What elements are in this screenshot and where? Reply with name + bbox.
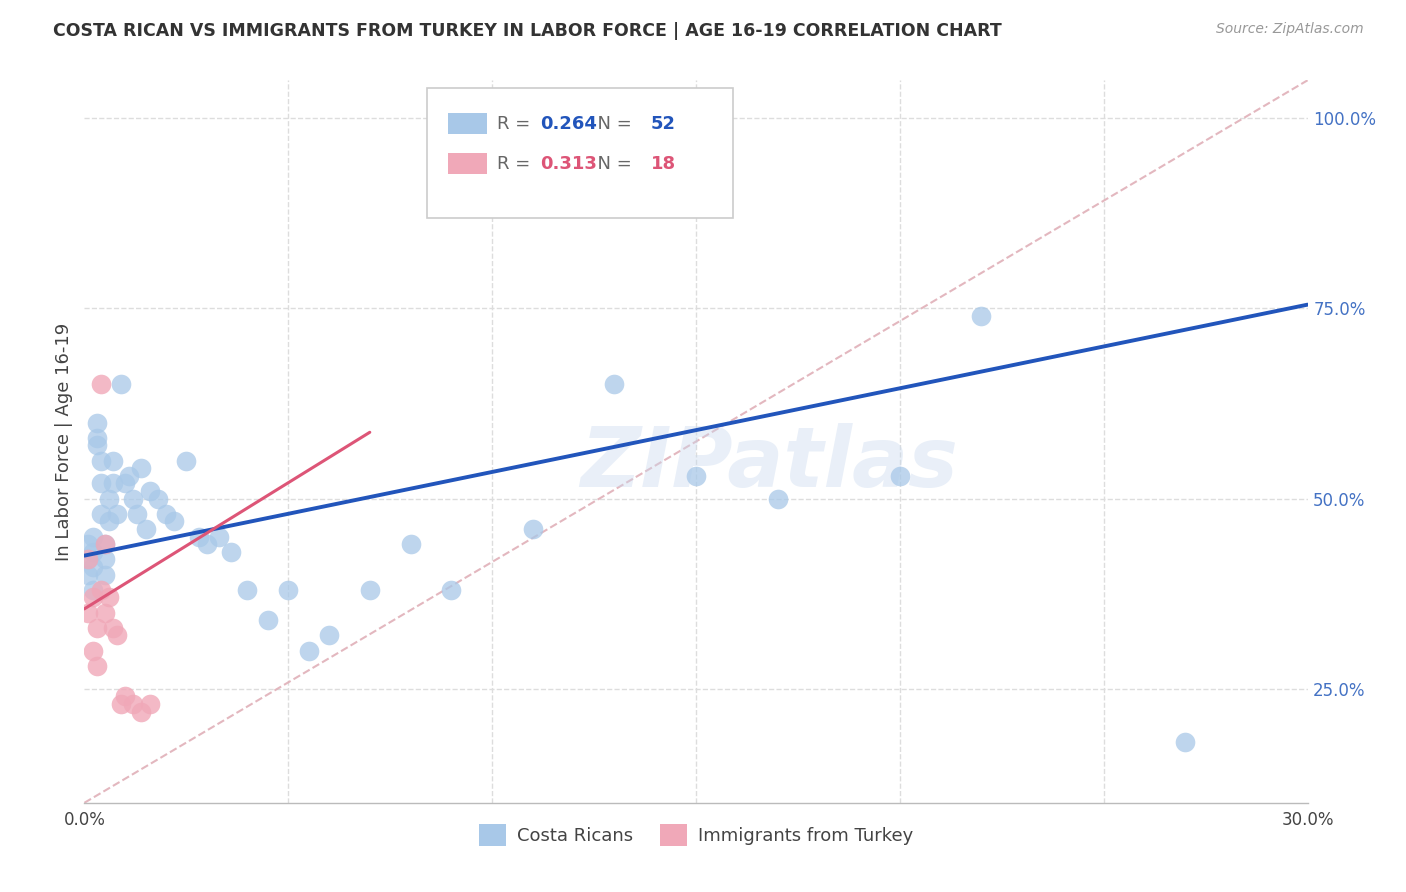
Point bbox=[90, 476, 112, 491]
Point bbox=[131, 705, 153, 719]
Point bbox=[298, 643, 321, 657]
Point bbox=[90, 453, 112, 467]
Point bbox=[110, 697, 132, 711]
Point bbox=[118, 468, 141, 483]
FancyBboxPatch shape bbox=[427, 87, 733, 218]
Point bbox=[86, 659, 108, 673]
Point bbox=[127, 507, 149, 521]
Point bbox=[90, 582, 112, 597]
Point bbox=[86, 431, 108, 445]
Point bbox=[77, 606, 100, 620]
Point bbox=[236, 582, 259, 597]
Point bbox=[93, 537, 115, 551]
Point bbox=[82, 530, 104, 544]
Point bbox=[101, 453, 124, 467]
Point bbox=[155, 507, 177, 521]
Y-axis label: In Labor Force | Age 16-19: In Labor Force | Age 16-19 bbox=[55, 322, 73, 561]
Text: Source: ZipAtlas.com: Source: ZipAtlas.com bbox=[1216, 22, 1364, 37]
Point bbox=[101, 621, 124, 635]
FancyBboxPatch shape bbox=[447, 153, 486, 174]
Point bbox=[93, 567, 115, 582]
Point bbox=[440, 582, 463, 597]
Text: 18: 18 bbox=[651, 155, 676, 173]
Point bbox=[114, 476, 136, 491]
Point bbox=[86, 621, 108, 635]
Point bbox=[77, 567, 100, 582]
Point bbox=[105, 628, 128, 642]
Point bbox=[277, 582, 299, 597]
Point bbox=[359, 582, 381, 597]
Point bbox=[889, 468, 911, 483]
Point bbox=[82, 545, 104, 559]
Point bbox=[90, 507, 112, 521]
Point bbox=[77, 552, 100, 566]
Point bbox=[114, 690, 136, 704]
Point bbox=[138, 697, 160, 711]
Point bbox=[77, 552, 100, 566]
Point bbox=[163, 515, 186, 529]
Point bbox=[522, 522, 544, 536]
Text: N =: N = bbox=[586, 115, 637, 133]
Point bbox=[1174, 735, 1197, 749]
Point bbox=[93, 537, 115, 551]
Point bbox=[82, 560, 104, 574]
Point bbox=[970, 309, 993, 323]
FancyBboxPatch shape bbox=[447, 112, 486, 135]
Point bbox=[131, 461, 153, 475]
Point bbox=[110, 377, 132, 392]
Point bbox=[93, 606, 115, 620]
Point bbox=[90, 377, 112, 392]
Point bbox=[219, 545, 242, 559]
Point bbox=[187, 530, 209, 544]
Text: 0.313: 0.313 bbox=[541, 155, 598, 173]
Point bbox=[77, 537, 100, 551]
Point bbox=[122, 697, 145, 711]
Point bbox=[146, 491, 169, 506]
Point bbox=[174, 453, 197, 467]
Text: 0.264: 0.264 bbox=[541, 115, 598, 133]
Point bbox=[82, 582, 104, 597]
Point bbox=[122, 491, 145, 506]
Point bbox=[399, 537, 422, 551]
Point bbox=[82, 643, 104, 657]
Point bbox=[86, 416, 108, 430]
Point bbox=[138, 483, 160, 498]
Point bbox=[208, 530, 231, 544]
Point bbox=[105, 507, 128, 521]
Point bbox=[318, 628, 340, 642]
Point bbox=[101, 476, 124, 491]
Point bbox=[97, 491, 120, 506]
Point bbox=[97, 515, 120, 529]
Point bbox=[685, 468, 707, 483]
Point bbox=[97, 591, 120, 605]
Point bbox=[257, 613, 280, 627]
Legend: Costa Ricans, Immigrants from Turkey: Costa Ricans, Immigrants from Turkey bbox=[471, 816, 921, 853]
Point bbox=[93, 552, 115, 566]
Text: R =: R = bbox=[496, 155, 536, 173]
Point bbox=[766, 491, 789, 506]
Text: ZIPatlas: ZIPatlas bbox=[581, 423, 959, 504]
Text: R =: R = bbox=[496, 115, 536, 133]
Text: 52: 52 bbox=[651, 115, 676, 133]
Point bbox=[135, 522, 157, 536]
Text: COSTA RICAN VS IMMIGRANTS FROM TURKEY IN LABOR FORCE | AGE 16-19 CORRELATION CHA: COSTA RICAN VS IMMIGRANTS FROM TURKEY IN… bbox=[53, 22, 1002, 40]
Text: N =: N = bbox=[586, 155, 637, 173]
Point bbox=[86, 438, 108, 452]
Point bbox=[603, 377, 626, 392]
Point bbox=[82, 591, 104, 605]
Point bbox=[195, 537, 218, 551]
